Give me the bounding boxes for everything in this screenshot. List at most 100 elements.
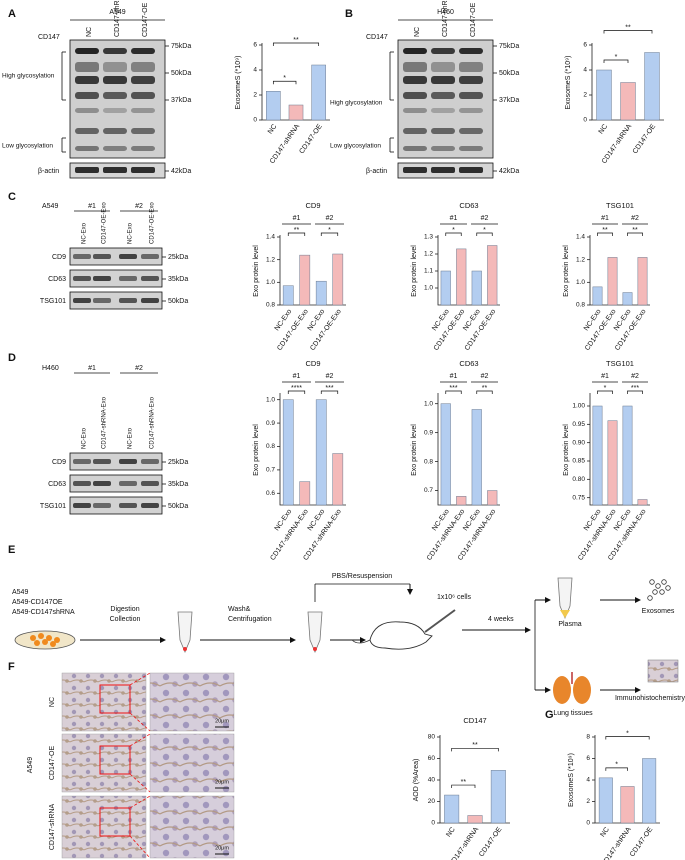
band [141, 459, 159, 464]
bar [444, 794, 460, 824]
protein-label: CD63 [48, 276, 66, 283]
bar [592, 286, 603, 306]
significance-label: * [328, 227, 331, 234]
ihc-zoom [149, 733, 235, 793]
band [103, 167, 127, 173]
band [93, 254, 111, 259]
band [93, 298, 111, 303]
significance-label: * [604, 385, 607, 392]
group-label: CD147-OE [49, 746, 56, 781]
significance-bracket [603, 59, 629, 63]
cell-line: A549 [42, 203, 58, 210]
pellet [183, 647, 187, 651]
x-tick-label: NC [267, 123, 279, 135]
y-axis-label: Exo protein level [563, 245, 570, 297]
bar [637, 257, 648, 306]
group-label: #2 [135, 203, 143, 210]
bar [620, 82, 636, 121]
lane-label: CD147-shRNA [114, 0, 121, 37]
marker-label: 42kDa [171, 168, 191, 175]
band [403, 76, 427, 84]
significance-label: ** [482, 385, 488, 392]
significance-bracket [603, 30, 653, 34]
band [431, 167, 455, 173]
y-tick-label: 1.0 [576, 279, 585, 286]
significance-bracket [627, 390, 643, 394]
marker-label: 75kDa [499, 43, 519, 50]
band [431, 76, 455, 84]
y-tick-label: 1.4 [266, 234, 275, 241]
x-tick-label: CD147-OE [629, 826, 655, 858]
y-tick-label: 0 [583, 117, 587, 124]
ihc-zoom [149, 672, 235, 732]
exosome [665, 585, 671, 591]
band-label: Low glycosylation [2, 143, 53, 150]
band [141, 276, 159, 281]
band [403, 108, 427, 113]
band [119, 254, 137, 259]
x-tick-label: NC [445, 826, 457, 838]
bar [456, 248, 467, 306]
y-axis-label: Exo protein level [411, 245, 418, 297]
bar [456, 496, 467, 506]
band [459, 48, 483, 54]
significance-label: *** [449, 385, 457, 392]
y-tick-label: 60 [428, 755, 436, 762]
group-label: #1 [293, 373, 301, 380]
significance-bracket [320, 390, 339, 394]
band [459, 146, 483, 151]
group-label: #2 [135, 365, 143, 372]
group-label: CD147-shRNA [49, 804, 56, 851]
protein-label: CD9 [52, 459, 66, 466]
bar [299, 254, 311, 306]
roi-link [129, 712, 151, 732]
chart-title: TSG101 [606, 201, 634, 210]
cell [42, 639, 48, 645]
y-tick-label: 1.0 [266, 396, 275, 403]
significance-bracket [272, 80, 297, 85]
marker-label: 25kDa [168, 459, 188, 466]
exosome [661, 579, 667, 585]
chart-title: CD9 [305, 359, 320, 368]
y-tick-label: 0.9 [266, 420, 275, 427]
y-tick-label: 1.2 [576, 256, 585, 263]
significance-label: * [615, 54, 618, 61]
pellet [313, 647, 317, 651]
band [75, 92, 99, 99]
blot [69, 452, 163, 471]
cell-line: H460 [42, 365, 59, 372]
significance-bracket [476, 390, 493, 394]
significance-bracket [445, 390, 462, 394]
scale-label: 20μm [215, 779, 229, 785]
exosome [652, 589, 658, 595]
cell [50, 641, 56, 647]
cell [34, 640, 40, 646]
significance-label: *** [325, 385, 333, 392]
bar [440, 403, 451, 506]
sample-label: Lung tissues [553, 710, 593, 717]
band [103, 92, 127, 99]
y-tick-label: 1.4 [576, 234, 585, 241]
lane-label: CD147-OE [470, 2, 477, 37]
y-tick-label: 0.85 [572, 458, 585, 465]
bar [311, 64, 326, 121]
bar [288, 104, 304, 121]
ihc-thumb [647, 659, 679, 683]
panel-letter: C [8, 191, 16, 203]
step-label: Digestion [110, 606, 139, 613]
significance-bracket [605, 767, 628, 771]
bar [644, 52, 660, 121]
significance-bracket [451, 784, 476, 789]
panel-letter: E [8, 544, 15, 556]
band [103, 76, 127, 84]
cell [46, 635, 52, 641]
marker-label: 37kDa [499, 97, 519, 104]
band [93, 481, 111, 486]
bar [315, 280, 327, 306]
y-tick-label: 40 [428, 777, 436, 784]
protein-label: CD9 [52, 254, 66, 261]
significance-bracket [597, 390, 613, 394]
band [131, 62, 155, 72]
marker-label: 35kDa [168, 481, 188, 488]
band [431, 146, 455, 151]
